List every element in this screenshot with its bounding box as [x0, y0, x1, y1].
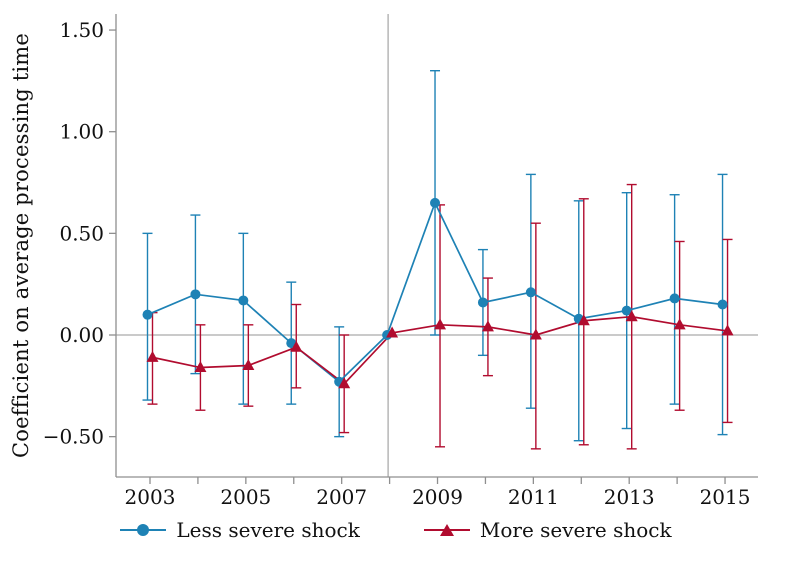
data-point-triangle	[577, 314, 590, 326]
legend-item-more-severe: More severe shock	[423, 518, 672, 542]
legend-item-less-severe: Less severe shock	[120, 518, 360, 542]
data-point-triangle	[146, 350, 159, 362]
legend-label-less-severe: Less severe shock	[176, 518, 360, 542]
x-tick-label: 2007	[316, 485, 367, 509]
data-point-circle	[238, 295, 249, 306]
x-tick-label: 2003	[125, 485, 176, 509]
data-point-triangle	[242, 358, 255, 370]
data-point-triangle	[290, 340, 303, 352]
data-point-circle	[477, 297, 488, 308]
x-tick-label: 2009	[412, 485, 463, 509]
circle-marker-icon	[120, 523, 167, 537]
data-point-circle	[142, 309, 153, 320]
x-tick-label: 2005	[220, 485, 271, 509]
legend: Less severe shock More severe shock	[0, 512, 792, 548]
data-point-triangle	[529, 328, 542, 340]
y-tick-label: −0.50	[43, 425, 104, 449]
data-point-triangle	[481, 320, 494, 332]
data-point-triangle	[338, 377, 351, 389]
data-point-circle	[669, 293, 680, 304]
data-point-triangle	[673, 318, 686, 330]
y-tick-label: 0.50	[59, 221, 104, 245]
legend-label-more-severe: More severe shock	[479, 518, 672, 542]
data-point-circle	[717, 299, 728, 310]
x-tick-label: 2015	[700, 485, 751, 509]
y-tick-label: 0.00	[59, 323, 104, 347]
data-point-circle	[190, 289, 201, 300]
x-tick-label: 2011	[508, 485, 559, 509]
data-point-circle	[621, 305, 632, 316]
y-tick-label: 1.00	[59, 120, 104, 144]
data-point-circle	[525, 287, 536, 298]
y-tick-label: 1.50	[59, 18, 104, 42]
data-point-triangle	[434, 318, 447, 330]
data-point-triangle	[386, 326, 399, 338]
data-point-triangle	[625, 310, 638, 322]
data-point-triangle	[721, 324, 734, 336]
data-point-circle	[430, 197, 441, 208]
x-tick-label: 2013	[604, 485, 655, 509]
triangle-marker-icon	[423, 523, 470, 537]
plot-area: −0.50 0.00 0.50 1.00 1.50 2003 2005 2007 2009 201…	[43, 14, 758, 509]
data-point-triangle	[194, 361, 207, 373]
